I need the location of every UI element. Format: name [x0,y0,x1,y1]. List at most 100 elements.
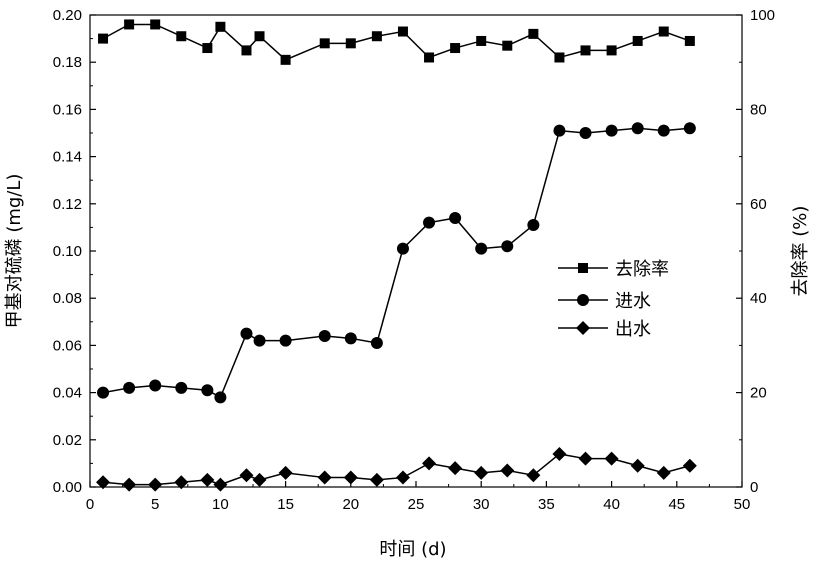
data-point-influent [254,335,266,347]
data-point-influent [319,330,331,342]
data-point-influent [449,212,461,224]
left-y-tick-label: 0.02 [53,432,82,449]
series-line-effluent [103,454,690,485]
left-y-tick-label: 0.06 [53,337,82,354]
data-point-removal-rate [241,45,251,55]
series-layer [96,19,697,491]
data-point-effluent [200,473,214,487]
data-point-effluent [605,452,619,466]
left-y-tick-label: 0.08 [53,290,82,307]
data-point-influent [553,125,565,137]
data-point-effluent [683,459,697,473]
data-point-effluent [370,473,384,487]
data-point-influent [371,337,383,349]
data-point-effluent [500,463,514,477]
data-point-effluent [448,461,462,475]
data-point-removal-rate [554,52,564,62]
left-y-axis-title: 甲基对硫磷 (mg/L) [4,174,25,329]
legend-label-influent: 进水 [615,291,651,312]
data-point-removal-rate [215,22,225,32]
data-point-influent [658,125,670,137]
data-point-removal-rate [320,38,330,48]
x-tick-label: 30 [473,496,490,513]
x-tick-label: 35 [538,496,555,513]
data-point-effluent [657,466,671,480]
data-point-removal-rate [476,36,486,46]
data-point-influent [527,219,539,231]
data-point-effluent [122,478,136,492]
data-point-effluent [253,473,267,487]
data-point-effluent [318,471,332,485]
left-y-tick-label: 0.16 [53,101,82,118]
right-y-tick-label: 20 [750,385,767,402]
data-point-effluent [213,478,227,492]
data-point-removal-rate [202,43,212,53]
data-point-influent [123,382,135,394]
legend-label-removal-rate: 去除率 [615,259,669,280]
right-y-tick-label: 60 [750,196,767,213]
data-point-removal-rate [372,31,382,41]
data-point-removal-rate [581,45,591,55]
right-y-tick-label: 100 [750,7,775,24]
left-y-tick-label: 0.14 [53,149,82,166]
data-point-influent [397,243,409,255]
data-point-effluent [396,471,410,485]
series-influent [97,122,696,403]
right-y-tick-label: 40 [750,290,767,307]
data-point-influent [501,240,513,252]
data-point-effluent [239,468,253,482]
data-point-removal-rate [424,52,434,62]
series-removal-rate [98,19,695,64]
data-point-influent [423,217,435,229]
data-point-influent [475,243,487,255]
data-point-influent [149,380,161,392]
x-axis-title: 时间 (d) [379,539,446,560]
data-point-effluent [631,459,645,473]
right-y-axis-title: 去除率 (%) [790,206,811,297]
plot-area [90,15,742,487]
x-tick-label: 10 [212,496,229,513]
data-point-influent [580,127,592,139]
data-point-influent [632,122,644,134]
data-point-removal-rate [398,27,408,37]
legend: 去除率进水出水 [558,259,669,340]
data-point-effluent [279,466,293,480]
left-y-tick-label: 0.00 [53,479,82,496]
data-point-effluent [148,478,162,492]
data-point-removal-rate [98,34,108,44]
data-point-removal-rate [685,36,695,46]
plot-border [90,15,742,487]
left-y-tick-label: 0.18 [53,54,82,71]
left-y-tick-label: 0.04 [53,385,82,402]
data-point-influent [280,335,292,347]
series-effluent [96,447,697,492]
data-point-effluent [579,452,593,466]
series-line-influent [103,128,690,397]
data-point-influent [684,122,696,134]
legend-marker-removal-rate [578,263,588,273]
x-tick-label: 5 [151,496,159,513]
x-tick-label: 0 [86,496,94,513]
x-tick-label: 25 [408,496,425,513]
left-y-tick-label: 0.10 [53,243,82,260]
data-point-removal-rate [281,55,291,65]
data-point-effluent [344,471,358,485]
data-point-influent [240,328,252,340]
x-tick-label: 40 [603,496,620,513]
data-point-removal-rate [607,45,617,55]
data-point-removal-rate [528,29,538,39]
legend-label-effluent: 出水 [615,319,651,340]
data-point-removal-rate [346,38,356,48]
data-point-removal-rate [124,19,134,29]
data-point-influent [345,332,357,344]
data-point-influent [201,384,213,396]
data-point-influent [606,125,618,137]
series-line-removal-rate [103,24,690,59]
x-tick-label: 15 [277,496,294,513]
x-tick-label: 45 [668,496,685,513]
data-point-removal-rate [633,36,643,46]
right-y-tick-label: 0 [750,479,758,496]
x-tick-label: 50 [734,496,751,513]
legend-marker-effluent [576,321,590,335]
